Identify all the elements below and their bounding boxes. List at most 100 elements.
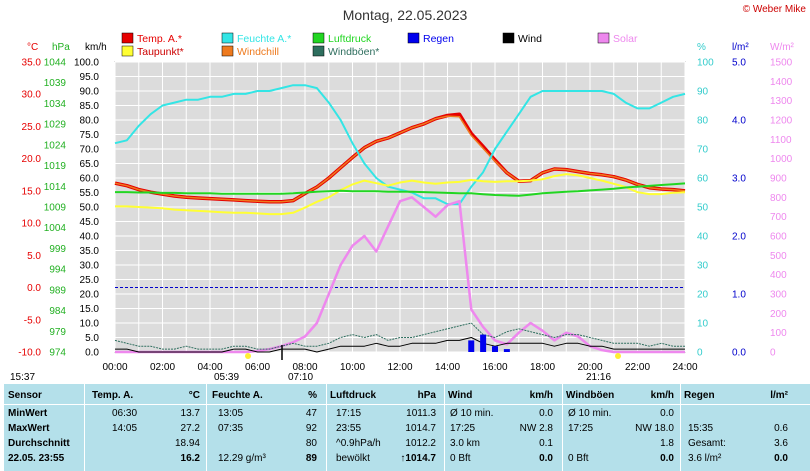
series-line-windchill xyxy=(114,115,686,203)
stats-separator xyxy=(84,384,85,471)
stats-value-cell: 1012.2 xyxy=(405,438,436,449)
stats-value-cell: 18.94 xyxy=(174,438,200,449)
axis-tick-label: -10.0 xyxy=(18,348,41,359)
x-tick-label: 12:00 xyxy=(387,362,412,373)
legend-swatch xyxy=(221,45,234,57)
axis-tick-label: 40.0 xyxy=(80,232,100,243)
stats-label-cell: bewölkt xyxy=(336,453,370,464)
stats-value-cell: NW 18.0 xyxy=(635,423,674,434)
stats-label-cell: 14:05 xyxy=(112,423,138,434)
legend-label: Windchill xyxy=(237,46,279,58)
axis-tick-label: 35.0 xyxy=(80,246,100,257)
sunset-time: 21:16 xyxy=(586,372,612,383)
stats-label-cell: 17:15 xyxy=(336,408,362,419)
axis-unit-label: W/m² xyxy=(770,42,795,53)
legend-swatch xyxy=(312,45,325,57)
stats-label-cell: 0 Bft xyxy=(568,453,589,464)
x-tick-label: 10:00 xyxy=(340,362,365,373)
stats-header-cell: Sensor xyxy=(8,390,42,401)
axis-tick-label: 1044 xyxy=(44,58,67,69)
stats-value-cell: ↑1014.7 xyxy=(400,453,436,464)
axis-tick-label: 800 xyxy=(770,193,787,204)
stats-value-cell: 0.1 xyxy=(539,438,553,449)
axis-tick-label: 35.0 xyxy=(22,58,42,69)
axis-tick-label: 85.0 xyxy=(80,101,100,112)
axis-tick-label: 1029 xyxy=(44,120,67,131)
axis-tick-label: 989 xyxy=(49,285,66,296)
x-tick-label: 08:00 xyxy=(292,362,317,373)
axis-tick-label: 50.0 xyxy=(80,203,100,214)
legend-label: Wind xyxy=(518,33,542,45)
axis-tick-label: 100 xyxy=(697,58,714,69)
x-tick-label: 02:00 xyxy=(150,362,175,373)
stats-value-cell: 13.7 xyxy=(180,408,200,419)
axis-tick-label: 30 xyxy=(697,261,709,272)
stats-value-cell: 80 xyxy=(305,438,317,449)
stats-header-cell: % xyxy=(308,390,317,401)
stats-label-cell: 13:05 xyxy=(218,408,244,419)
axis-tick-label: 1400 xyxy=(770,77,793,88)
axis-tick-label: 30.0 xyxy=(80,261,100,272)
axis-tick-label: 70.0 xyxy=(80,145,100,156)
stats-label-cell: 17:25 xyxy=(450,423,476,434)
legend-label: Luftdruck xyxy=(328,33,372,45)
axis-unit-label: % xyxy=(697,42,706,53)
legend-swatch xyxy=(221,32,234,44)
axis-tick-label: 100 xyxy=(770,328,787,339)
stats-header-cell: km/h xyxy=(650,390,674,401)
axis-tick-label: 0.0 xyxy=(85,348,99,359)
stats-header-cell: Temp. A. xyxy=(92,390,134,401)
stats-separator xyxy=(680,384,681,471)
stats-label-cell: 07:35 xyxy=(218,423,244,434)
stats-separator xyxy=(326,384,327,471)
axis-tick-label: 30.0 xyxy=(22,90,42,101)
sun-moon-timebar: 15:37 05:39 07:10 21:16 xyxy=(0,372,810,384)
axis-tick-label: 25.0 xyxy=(80,275,100,286)
axis-tick-label: 1100 xyxy=(770,135,792,146)
axis-tick-label: 80.0 xyxy=(80,116,100,127)
axis-tick-label: 600 xyxy=(770,232,787,243)
stats-label-cell: 17:25 xyxy=(568,423,594,434)
axis-tick-label: 10 xyxy=(697,319,709,330)
axis-tick-label: -5.0 xyxy=(24,315,42,326)
stats-value-cell: 0.0 xyxy=(774,453,788,464)
stats-row-label: MaxWert xyxy=(8,423,50,434)
stats-value-cell: 27.2 xyxy=(180,423,200,434)
axis-tick-label: 25.0 xyxy=(22,122,42,133)
axis-tick-label: 5.0 xyxy=(85,333,99,344)
legend-swatch xyxy=(502,32,515,44)
series-line-wind xyxy=(115,337,685,353)
stats-label-cell: 3.6 l/m² xyxy=(688,453,722,464)
stats-header-cell: Feuchte A. xyxy=(212,390,263,401)
x-tick-label: 22:00 xyxy=(625,362,650,373)
x-tick-label: 14:00 xyxy=(435,362,460,373)
axis-tick-label: 1024 xyxy=(44,140,67,151)
axis-tick-label: 3.0 xyxy=(732,174,746,185)
stats-label-cell: 0 Bft xyxy=(450,453,471,464)
axis-tick-label: 15.0 xyxy=(80,304,100,315)
axis-tick-label: 10.0 xyxy=(80,319,100,330)
x-tick-label: 00:00 xyxy=(102,362,127,373)
axis-tick-label: 75.0 xyxy=(80,130,100,141)
stats-header-cell: Luftdruck xyxy=(330,390,377,401)
sunrise-time: 05:39 xyxy=(214,372,240,383)
stats-value-cell: 1014.7 xyxy=(405,423,436,434)
legend-swatch xyxy=(407,32,420,44)
rain-bar xyxy=(503,349,510,352)
axis-tick-label: 1500 xyxy=(770,58,793,69)
axis-tick-label: 974 xyxy=(49,348,66,359)
x-tick-label: 04:00 xyxy=(197,362,222,373)
stats-value-cell: 47 xyxy=(305,408,317,419)
stats-value-cell: 0.0 xyxy=(660,408,674,419)
axis-tick-label: 300 xyxy=(770,290,787,301)
stats-value-cell: 0.0 xyxy=(539,408,553,419)
axis-tick-label: 1034 xyxy=(44,99,67,110)
axis-tick-label: 1004 xyxy=(44,223,67,234)
axis-tick-label: 45.0 xyxy=(80,217,100,228)
legend-label: Feuchte A.* xyxy=(237,33,291,45)
stats-separator xyxy=(206,384,207,471)
axis-tick-label: 0.0 xyxy=(732,348,746,359)
legend-label: Temp. A.* xyxy=(137,33,182,45)
axis-tick-label: 70 xyxy=(697,145,709,156)
weather-chart: Montag, 22.05.2023 Temp. A.* Feuchte A.* Lu… xyxy=(18,7,795,373)
